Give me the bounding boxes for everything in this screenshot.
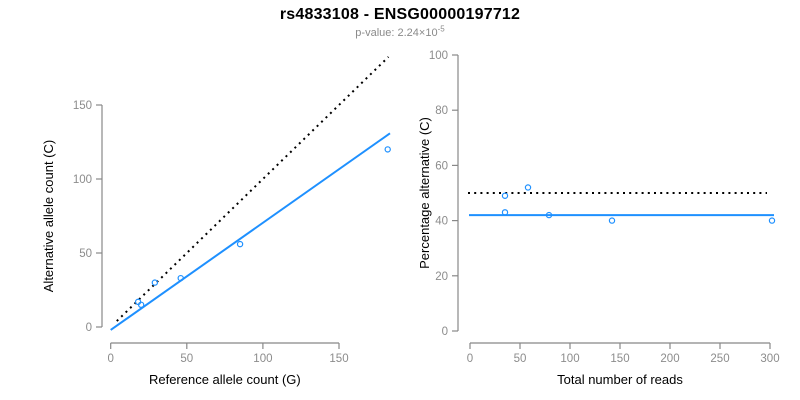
data-point <box>768 217 776 224</box>
y-tick-label: 100 <box>429 50 448 62</box>
data-point <box>545 211 553 219</box>
fitted-ratio-line <box>110 132 391 331</box>
x-tick-label: 150 <box>329 353 348 365</box>
plot-subtitle: p-value: 2.24×10-5 <box>0 24 800 39</box>
x-tick-label: 100 <box>253 353 272 365</box>
allele-counts-scatter: 0 50 100 150 0 50 100 150 Reference allele count… <box>41 56 391 387</box>
x-tick-label: 0 <box>107 353 113 365</box>
y-tick-label: 80 <box>435 105 448 117</box>
plot-title: rs4833108 - ENSG00000197712 <box>279 6 521 23</box>
data-point <box>384 146 391 153</box>
data-point <box>137 301 145 308</box>
y-tick-label: 40 <box>435 216 448 228</box>
x-tick-label: 250 <box>710 353 729 365</box>
data-point <box>501 192 509 199</box>
y-tick-label: 20 <box>435 271 448 283</box>
x-tick-label: 150 <box>610 353 629 365</box>
y-tick-label: 100 <box>73 174 92 186</box>
y-axis-label: Percentage alternative (C) <box>417 117 432 269</box>
x-tick-label: 200 <box>660 353 679 365</box>
data-point <box>151 279 159 286</box>
identity-line <box>116 56 390 322</box>
y-tick-label: 0 <box>86 322 92 334</box>
x-tick-label: 100 <box>560 353 579 365</box>
data-point <box>608 217 616 224</box>
data-point <box>501 209 509 216</box>
pvalue-text: p-value: 2.24×10 <box>355 27 438 39</box>
data-point <box>177 274 184 282</box>
data-point <box>524 184 532 191</box>
x-tick-label: 300 <box>760 353 779 365</box>
y-tick-label: 0 <box>442 326 448 338</box>
x-axis-label: Total number of reads <box>557 372 683 387</box>
y-tick-label: 150 <box>73 100 92 112</box>
data-point <box>236 240 244 248</box>
percentage-alternative-scatter: 0 50 100 150 200 250 300 0 20 40 60 80 100 Total numb… <box>417 50 780 387</box>
data-point <box>134 298 142 306</box>
x-axis-label: Reference allele count (G) <box>149 372 301 387</box>
y-tick-label: 60 <box>435 160 448 172</box>
x-tick-label: 50 <box>514 353 527 365</box>
y-tick-label: 50 <box>79 248 92 260</box>
pvalue-exponent: -5 <box>437 24 445 34</box>
x-tick-label: 0 <box>467 353 473 365</box>
x-tick-label: 50 <box>180 353 193 365</box>
y-axis-label: Alternative allele count (C) <box>41 140 56 292</box>
